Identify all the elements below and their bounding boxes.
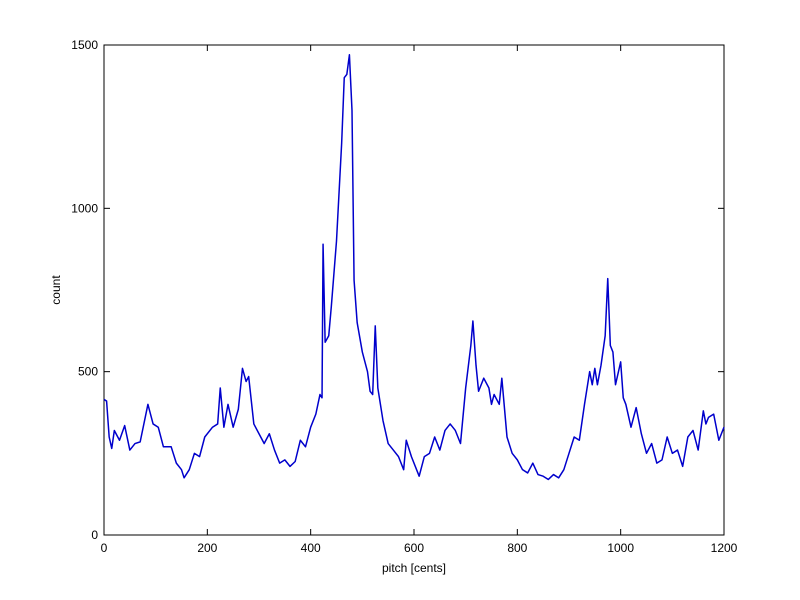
x-tick-label: 600 xyxy=(404,541,424,555)
x-tick-label: 400 xyxy=(301,541,321,555)
x-tick-label: 200 xyxy=(197,541,217,555)
y-tick-label: 1000 xyxy=(71,201,98,215)
x-axis-label: pitch [cents] xyxy=(382,561,446,575)
y-axis-label: count xyxy=(49,275,63,305)
x-tick-label: 1000 xyxy=(607,541,634,555)
axes-box xyxy=(103,44,725,536)
y-tick-label: 1500 xyxy=(71,38,98,52)
x-tick-label: 0 xyxy=(101,541,108,555)
x-tick-label: 800 xyxy=(507,541,527,555)
y-tick-label: 0 xyxy=(91,528,98,542)
data-line xyxy=(103,54,725,481)
y-tick-label: 500 xyxy=(78,365,98,379)
x-tick-label: 1200 xyxy=(711,541,738,555)
